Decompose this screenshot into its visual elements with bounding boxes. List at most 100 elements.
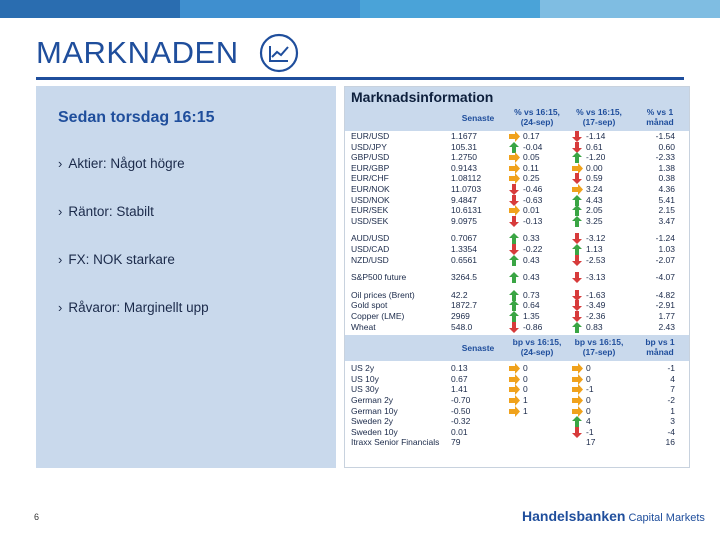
arrow-down-icon <box>572 426 582 438</box>
table-row: Sweden 10y 0.01 -1 -4 <box>345 426 689 438</box>
change-17sep: -3.49 <box>586 300 606 311</box>
arrow-up-icon <box>509 272 519 284</box>
last-value: 1.41 <box>451 384 468 395</box>
change-17sep: -1.20 <box>586 152 606 163</box>
handelsbanken-logo: Handelsbanken Capital Markets <box>522 508 705 524</box>
instrument-name: German 10y <box>351 405 398 416</box>
arrow-up-icon <box>572 416 582 428</box>
instrument-name: Sweden 10y <box>351 426 398 437</box>
last-value: 1872.7 <box>451 300 477 311</box>
change-1m: 1.03 <box>658 244 675 254</box>
change-1m: 3.47 <box>658 215 675 226</box>
change-1m: 0.60 <box>658 141 675 152</box>
last-value: 1.1677 <box>451 131 477 141</box>
change-1m: 4 <box>670 373 675 384</box>
change-17sep: 0 <box>586 405 591 416</box>
bullet-text: Råvaror: Marginellt upp <box>68 300 209 315</box>
change-1m: -2.91 <box>655 300 675 311</box>
arrow-right-icon <box>509 173 520 185</box>
change-1m: 1.77 <box>658 311 675 321</box>
change-1m: 2.43 <box>658 321 675 332</box>
table-row: AUD/USD 0.7067 0.33 -3.12 -1.24 <box>345 233 689 245</box>
rates-header: Senaste bp vs 16:15, (24-sep) bp vs 16:15,… <box>345 335 689 362</box>
arrow-right-icon <box>509 152 520 164</box>
arrow-up-icon <box>509 233 519 245</box>
table-row: S&P500 future 3264.5 0.43 -3.13 -4.07 <box>345 272 689 284</box>
last-value: -0.70 <box>451 395 471 405</box>
change-24sep: -0.86 <box>523 321 543 332</box>
bullet-stocks: › Aktier: Något högre <box>58 156 185 171</box>
change-17sep: 0.59 <box>586 173 603 184</box>
arrow-right-icon <box>509 162 520 174</box>
change-17sep: -1.63 <box>586 289 606 300</box>
arrow-up-icon <box>509 311 519 322</box>
top-bar-segment <box>540 0 720 18</box>
change-24sep: 0 <box>523 363 528 374</box>
line-chart-icon <box>259 33 299 73</box>
table-row: GBP/USD 1.2750 0.05 -1.20 -2.33 <box>345 152 689 164</box>
bullet-text: Räntor: Stabilt <box>68 204 154 219</box>
rates-header-bp-17sep: bp vs 16:15, (17-sep) <box>574 337 624 358</box>
change-1m: -4.82 <box>655 289 675 300</box>
summary-panel <box>36 86 336 468</box>
change-17sep: 3.24 <box>586 184 603 194</box>
arrow-down-icon <box>509 244 519 255</box>
arrow-down-icon <box>572 289 582 301</box>
table-row: USD/SEK 9.0975 -0.13 3.25 3.47 <box>345 215 689 227</box>
arrow-right-icon <box>572 405 583 417</box>
change-24sep: 0.73 <box>523 289 540 300</box>
bullet-commodities: › Råvaror: Marginellt upp <box>58 300 209 315</box>
page-number: 6 <box>34 512 40 522</box>
last-value: 1.2750 <box>451 152 477 163</box>
change-17sep: -2.53 <box>586 254 606 265</box>
arrow-right-icon <box>572 363 583 375</box>
change-24sep: 0.11 <box>523 162 539 173</box>
arrow-down-icon <box>572 131 582 142</box>
arrow-down-icon <box>509 194 519 206</box>
top-bar-segment <box>360 0 540 18</box>
table-row: NZD/USD 0.6561 0.43 -2.53 -2.07 <box>345 254 689 266</box>
arrow-down-icon <box>509 321 519 333</box>
arrow-right-icon <box>572 162 583 174</box>
arrow-down-icon <box>509 215 519 227</box>
change-1m: 0.38 <box>658 173 675 184</box>
last-value: 0.13 <box>451 363 468 374</box>
instrument-name: US 30y <box>351 384 379 395</box>
logo-name: Handelsbanken <box>522 508 626 524</box>
change-17sep: 2.05 <box>586 205 603 216</box>
instrument-name: USD/CAD <box>351 244 390 254</box>
change-24sep: 0.17 <box>523 131 540 141</box>
arrow-right-icon <box>572 395 583 406</box>
table-row: Itraxx Senior Financials 79 17 16 <box>345 437 689 448</box>
change-17sep: 0.00 <box>586 162 603 173</box>
change-24sep: 0.25 <box>523 173 540 184</box>
table-row: EUR/SEK 10.6131 0.01 2.05 2.15 <box>345 205 689 217</box>
instrument-name: Gold spot <box>351 300 388 311</box>
change-1m: 5.41 <box>658 194 675 205</box>
change-17sep: 3.25 <box>586 215 603 226</box>
arrow-right-icon <box>509 373 520 385</box>
arrow-right-icon <box>509 205 520 217</box>
table-row: Copper (LME) 2969 1.35 -2.36 1.77 <box>345 311 689 322</box>
last-value: 10.6131 <box>451 205 482 216</box>
arrow-down-icon <box>572 254 582 266</box>
table-row: USD/NOK 9.4847 -0.63 4.43 5.41 <box>345 194 689 206</box>
rates-header-last: Senaste <box>461 343 495 354</box>
bullet-text: Aktier: Något högre <box>68 156 185 171</box>
change-1m: 7 <box>670 384 675 395</box>
change-24sep: 0.43 <box>523 254 540 265</box>
last-value: 9.4847 <box>451 194 477 205</box>
change-24sep: 0 <box>523 384 528 395</box>
change-1m: -2 <box>667 395 675 405</box>
last-value: 1.3354 <box>451 244 477 254</box>
arrow-up-icon <box>509 300 519 312</box>
table-row: US 10y 0.67 0 0 4 <box>345 373 689 385</box>
top-bar-segment <box>180 0 360 18</box>
change-24sep: 1.35 <box>523 311 540 321</box>
market-info-title: Marknadsinformation <box>351 89 494 105</box>
arrow-right-icon <box>509 395 520 406</box>
last-value: 0.6561 <box>451 254 477 265</box>
change-24sep: -0.04 <box>523 141 543 152</box>
arrow-up-icon <box>572 321 582 333</box>
change-24sep: 0.43 <box>523 272 540 283</box>
